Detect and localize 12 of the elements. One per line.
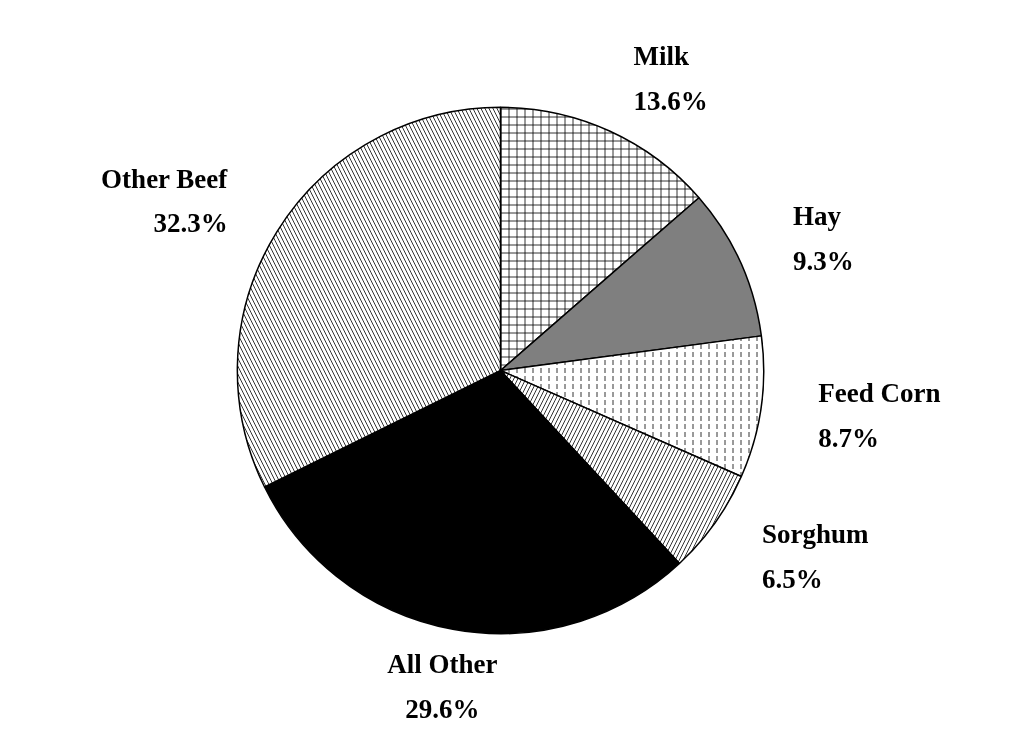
slice-label: Hay [793,201,842,232]
slice-label: Milk [633,40,690,71]
slice-label: Sorghum [762,519,870,550]
data-label: 6.5% [762,564,823,595]
data-label: 8.7% [818,423,880,454]
data-label: 9.3% [793,245,854,276]
data-label: 13.6% [633,85,708,116]
slice-label: Other Beef [101,163,229,194]
data-label: 29.6% [405,693,480,724]
data-label: 32.3% [153,208,228,239]
slice-label: Feed Corn [818,378,941,409]
slice-label: All Other [387,648,498,679]
